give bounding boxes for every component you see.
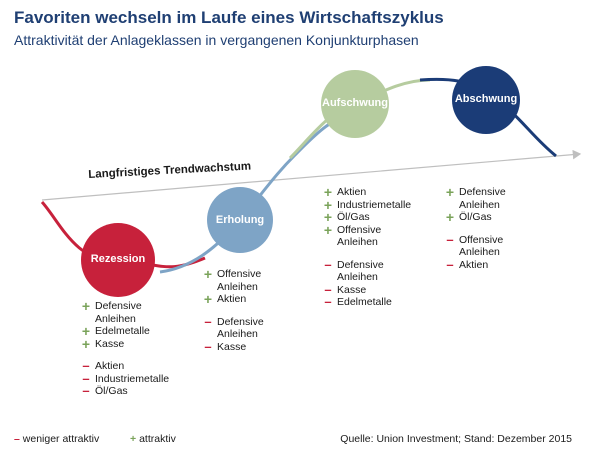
list-item: + Öl/Gas bbox=[445, 209, 492, 225]
plus-icon: + bbox=[130, 433, 137, 445]
plus-icon: + bbox=[81, 323, 91, 339]
list-item: – Defensive Anleihen bbox=[202, 313, 263, 341]
minus-icon: – bbox=[446, 231, 454, 247]
list-item: – Edelmetalle bbox=[322, 294, 411, 309]
phase-list-erholung: + Offensive Anleihen + Aktien – Defensive A… bbox=[202, 266, 264, 354]
list-item: – Kasse bbox=[322, 281, 411, 297]
curve-erholung bbox=[159, 110, 356, 274]
minus-icon: – bbox=[324, 256, 332, 272]
chart-title: Favoriten wechseln im Laufe eines Wirtsc… bbox=[14, 8, 444, 27]
list-item: + Kasse bbox=[81, 335, 125, 352]
list-item: – Industriemetalle bbox=[80, 370, 169, 386]
list-item: + Edelmetalle bbox=[81, 323, 150, 339]
legend-minus-label: weniger attraktiv bbox=[22, 433, 100, 445]
list-item: – Defensive Anleihen bbox=[322, 256, 411, 284]
minus-icon: – bbox=[82, 370, 90, 386]
phase-label-rezession: Rezession bbox=[90, 253, 146, 265]
minus-icon: – bbox=[82, 358, 90, 373]
plus-icon: + bbox=[203, 291, 213, 307]
plus-icon: + bbox=[81, 298, 91, 314]
phase-circle-rezession bbox=[81, 223, 155, 297]
list-item: + Defensive Anleihen bbox=[81, 298, 142, 325]
list-item: + Öl/Gas bbox=[323, 209, 370, 225]
minus-icon: – bbox=[82, 383, 90, 398]
plus-icon: + bbox=[445, 209, 455, 225]
phase-list-abschwung: + Defensive Anleihen + Öl/Gas – Offensive A… bbox=[444, 184, 506, 272]
phase-circle-abschwung bbox=[452, 66, 520, 134]
phase-circle-erholung bbox=[207, 187, 273, 253]
list-item: – Öl/Gas bbox=[80, 383, 169, 398]
list-item: – Kasse bbox=[202, 338, 264, 354]
plus-icon: + bbox=[323, 184, 333, 200]
list-item: – Aktien bbox=[80, 358, 169, 373]
phase-label-aufschwung: Aufschwung bbox=[322, 97, 388, 109]
list-item: – Aktien bbox=[444, 256, 506, 272]
source-note: Quelle: Union Investment; Stand: Dezembe… bbox=[340, 433, 572, 445]
plus-icon: + bbox=[323, 209, 333, 225]
phase-label-abschwung: Abschwung bbox=[454, 93, 518, 105]
plus-icon: + bbox=[81, 335, 91, 352]
legend-minus: – weniger attraktiv bbox=[14, 433, 99, 445]
list-item: + Offensive Anleihen bbox=[323, 221, 382, 249]
list-item: + Aktien bbox=[323, 184, 367, 200]
phase-label-erholung: Erholung bbox=[215, 214, 265, 226]
plus-icon: + bbox=[445, 184, 455, 200]
trend-line bbox=[41, 149, 582, 201]
minus-icon: – bbox=[204, 313, 212, 329]
plus-icon: + bbox=[323, 196, 333, 213]
phase-list-rezession: + Defensive Anleihen + Edelmetalle + Kasse … bbox=[80, 298, 169, 398]
list-item: + Offensive Anleihen bbox=[203, 266, 262, 293]
minus-icon: – bbox=[446, 256, 454, 272]
list-item: – Offensive Anleihen bbox=[444, 231, 506, 259]
plus-icon: + bbox=[203, 266, 213, 282]
list-item: + Defensive Anleihen bbox=[445, 184, 506, 211]
minus-icon: – bbox=[324, 294, 332, 309]
phase-circle-aufschwung bbox=[321, 70, 389, 138]
plus-icon: + bbox=[323, 221, 333, 238]
minus-icon: – bbox=[14, 433, 20, 445]
minus-icon: – bbox=[324, 281, 332, 297]
list-item: + Aktien bbox=[203, 291, 247, 307]
legend-plus-label: attraktiv bbox=[139, 433, 176, 445]
phase-list-aufschwung: + Aktien + Industriemetalle + Öl/Gas + Offen… bbox=[322, 184, 412, 309]
minus-icon: – bbox=[204, 338, 212, 354]
list-item: + Industriemetalle bbox=[323, 196, 412, 213]
legend-plus: + attraktiv bbox=[130, 433, 176, 445]
chart-subtitle: Attraktivität der Anlageklassen in verga… bbox=[14, 32, 419, 48]
